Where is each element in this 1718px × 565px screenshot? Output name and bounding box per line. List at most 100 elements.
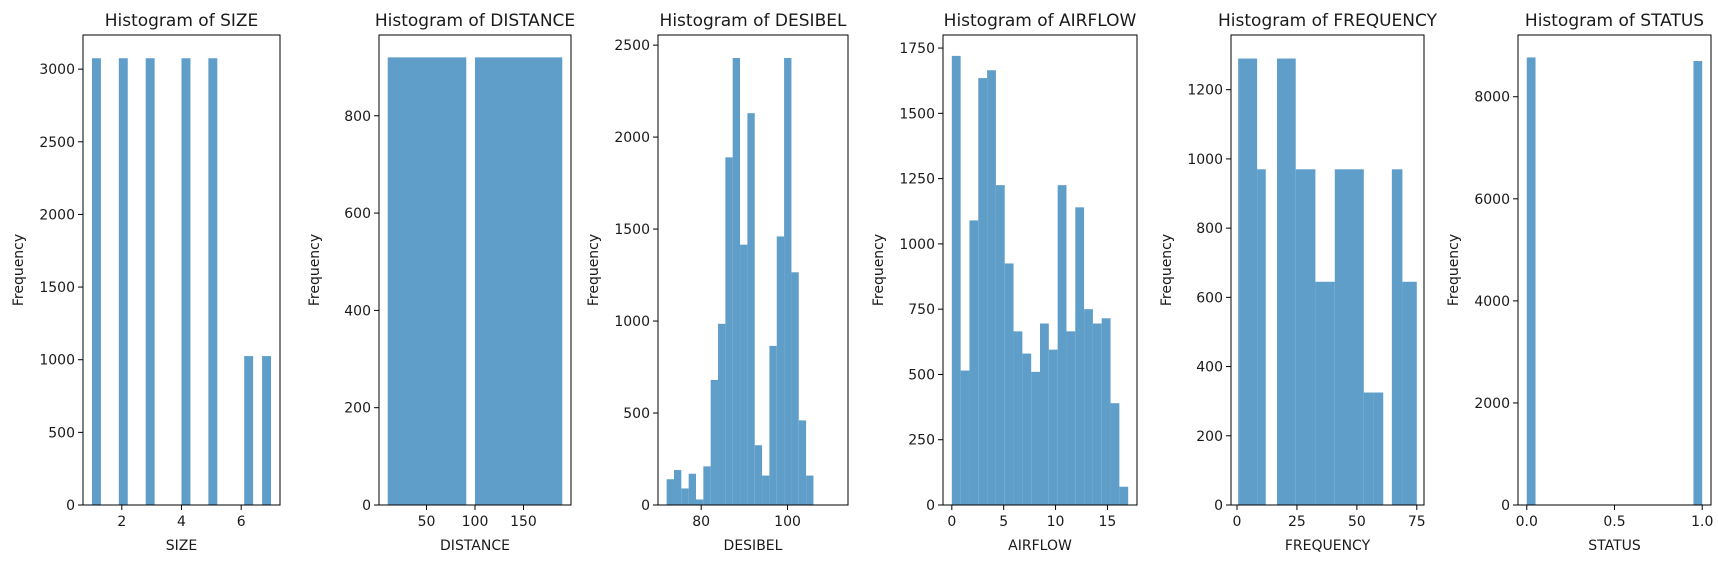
- histogram-bar: [740, 244, 748, 505]
- histogram-bar: [951, 55, 961, 505]
- histogram-bar: [732, 57, 741, 506]
- axes-frame: [942, 34, 1138, 506]
- histogram-panel-6: 0.0 0.5 1.0 0 2000 4000 6000 8000 Histogram of S…: [1446, 11, 1713, 554]
- histogram-bar: [118, 58, 128, 505]
- y-tick-label: 400: [1196, 360, 1223, 376]
- y-axis-label: Frequency: [1446, 234, 1462, 306]
- histogram-bar: [1013, 331, 1023, 505]
- histogram-panel-1: 2 4 6 0 500 1000 1500 2000 2500 3000 Histogram of …: [11, 11, 281, 554]
- x-tick-label: 0.5: [1603, 514, 1625, 530]
- chart-title: Histogram of AIRFLOW: [944, 11, 1137, 31]
- y-tick-label: 0: [1214, 498, 1223, 514]
- x-tick-label: 0: [947, 514, 956, 530]
- histogram-bar: [762, 475, 770, 505]
- y-tick-label: 600: [344, 206, 371, 222]
- histogram-bar: [208, 58, 218, 505]
- y-tick-label: 2500: [39, 135, 75, 151]
- y-tick-label: 400: [344, 303, 371, 319]
- histogram-bar: [806, 475, 814, 505]
- chart-title: Histogram of DISTANCE: [375, 11, 575, 31]
- histogram-bar: [1526, 57, 1536, 505]
- y-tick-label: 1000: [899, 237, 935, 253]
- y-tick-label: 0: [641, 498, 650, 514]
- x-tick-label: 50: [1348, 514, 1366, 530]
- y-tick-label: 1500: [39, 280, 75, 296]
- x-tick-label: 4: [177, 514, 186, 530]
- x-tick-label: 5: [999, 514, 1008, 530]
- y-tick-label: 3000: [39, 62, 75, 78]
- y-tick-label: 1000: [614, 314, 650, 330]
- y-tick-label: 600: [1196, 290, 1223, 306]
- y-tick-label: 1500: [899, 106, 935, 122]
- histogram-bar: [1031, 371, 1040, 505]
- histogram-bar: [798, 420, 807, 505]
- histogram-bar: [666, 479, 674, 505]
- histogram-bar: [673, 470, 682, 505]
- histogram-bar: [387, 57, 467, 505]
- y-tick-label: 200: [1196, 429, 1223, 445]
- histogram-bar: [703, 466, 711, 505]
- axes-frame: [1230, 34, 1425, 506]
- histogram-bar: [978, 78, 988, 505]
- x-tick-label: 50: [418, 514, 436, 530]
- y-tick-label: 4000: [1474, 294, 1510, 310]
- y-tick-label: 1200: [1187, 83, 1223, 99]
- y-tick-label: 250: [908, 433, 935, 449]
- histogram-bar: [681, 488, 689, 505]
- histogram-bar: [969, 220, 979, 505]
- x-tick-label: 0.0: [1516, 514, 1538, 530]
- chart-title: Histogram of SIZE: [105, 11, 259, 31]
- x-tick-label: 150: [510, 514, 537, 530]
- x-tick-label: 10: [1047, 514, 1065, 530]
- y-tick-label: 1500: [614, 222, 650, 238]
- x-axis-label: FREQUENCY: [1285, 538, 1371, 554]
- histogram-bar: [710, 379, 719, 505]
- histogram-bar: [145, 58, 155, 505]
- histogram-bar: [1022, 353, 1032, 505]
- histogram-bar: [769, 345, 777, 505]
- x-tick-label: 25: [1288, 514, 1306, 530]
- x-axis-label: SIZE: [166, 538, 197, 554]
- x-tick-label: 80: [692, 514, 710, 530]
- histogram-bar: [1693, 61, 1703, 505]
- histogram-bar: [1277, 58, 1296, 505]
- y-tick-label: 500: [48, 425, 75, 441]
- histogram-bar: [1004, 263, 1014, 505]
- x-axis-label: DISTANCE: [440, 538, 510, 554]
- x-axis-label: STATUS: [1588, 538, 1641, 554]
- histogram-bar: [262, 356, 272, 505]
- x-tick-label: 15: [1099, 514, 1117, 530]
- histogram-bar: [725, 157, 733, 505]
- chart-title: Histogram of DESIBEL: [660, 11, 847, 31]
- x-tick-label: 75: [1408, 514, 1426, 530]
- y-tick-label: 500: [623, 406, 650, 422]
- x-tick-label: 100: [462, 514, 489, 530]
- histogram-bar: [1048, 349, 1058, 505]
- histogram-bar: [995, 185, 1005, 505]
- y-tick-label: 1000: [1187, 152, 1223, 168]
- histogram-bar: [1257, 169, 1266, 506]
- y-tick-label: 6000: [1474, 192, 1510, 208]
- histogram-bar: [791, 272, 799, 505]
- histogram-bar: [1295, 169, 1316, 506]
- y-axis-label: Frequency: [307, 234, 323, 306]
- y-tick-label: 2000: [614, 130, 650, 146]
- histogram-bar: [784, 57, 792, 506]
- y-tick-label: 8000: [1474, 90, 1510, 106]
- y-tick-label: 1000: [39, 353, 75, 369]
- histogram-bar: [1084, 309, 1093, 505]
- histogram-bar: [754, 445, 763, 505]
- y-tick-label: 750: [908, 302, 935, 318]
- histogram-bar: [1391, 169, 1403, 506]
- y-tick-label: 1250: [899, 172, 935, 188]
- histogram-bar: [1238, 58, 1258, 505]
- y-axis-label: Frequency: [11, 234, 27, 306]
- histogram-bar: [776, 236, 785, 505]
- histogram-bar: [1334, 169, 1364, 506]
- histogram-bar: [987, 70, 996, 505]
- histogram-bar: [1066, 331, 1076, 505]
- histogram-bar: [1402, 281, 1417, 505]
- histogram-bar: [1110, 403, 1120, 505]
- y-tick-label: 1750: [899, 41, 935, 57]
- y-tick-label: 2500: [614, 38, 650, 54]
